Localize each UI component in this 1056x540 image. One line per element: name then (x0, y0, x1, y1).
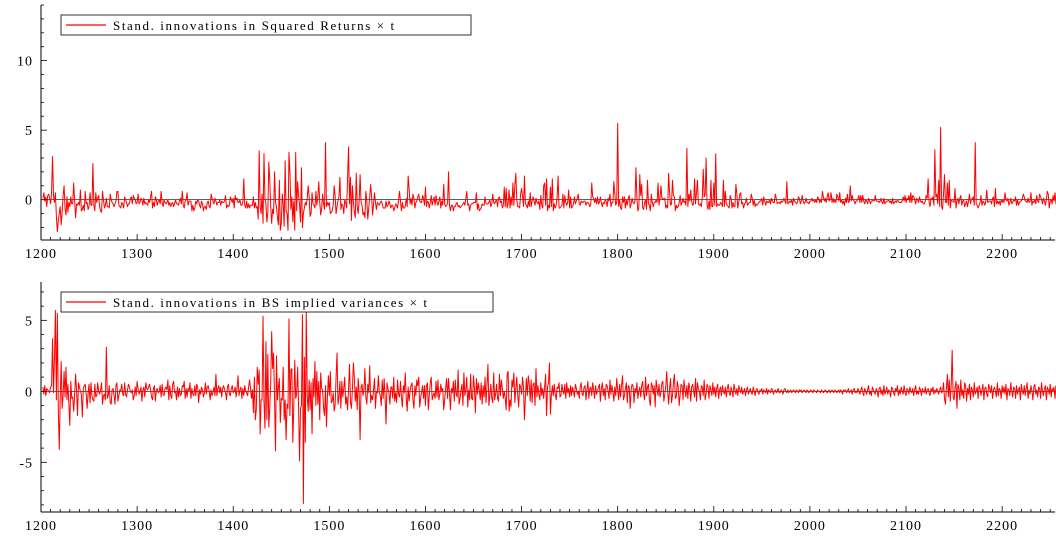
legend-label: Stand. innovations in Squared Returns × … (113, 18, 396, 33)
x-tick-label: 1800 (602, 519, 634, 534)
x-tick-label: 1700 (506, 247, 538, 262)
legend-box (60, 291, 494, 313)
x-tick-label: 1900 (698, 247, 730, 262)
x-tick-label: 1700 (506, 519, 538, 534)
x-tick-label: 1200 (25, 519, 57, 534)
x-tick-label: 1200 (25, 247, 57, 262)
x-tick-label: 2200 (986, 519, 1018, 534)
y-tick-label: 5 (25, 124, 33, 139)
y-tick-label: -5 (19, 456, 33, 471)
legend-label: Stand. innovations in BS implied varianc… (113, 295, 429, 310)
x-tick-label: 2000 (794, 247, 826, 262)
x-tick-label: 2100 (890, 247, 922, 262)
legend-box (60, 14, 472, 36)
legend: Stand. innovations in BS implied varianc… (60, 291, 494, 313)
x-tick-label: 1500 (313, 247, 345, 262)
y-tick-label: 0 (25, 194, 33, 209)
x-tick-label: 2100 (890, 519, 922, 534)
x-tick-label: 1900 (698, 519, 730, 534)
x-tick-label: 1800 (602, 247, 634, 262)
x-tick-label: 1300 (121, 519, 153, 534)
y-tick-label: 0 (25, 385, 33, 400)
x-tick-label: 2200 (986, 247, 1018, 262)
legend: Stand. innovations in Squared Returns × … (60, 14, 472, 36)
y-tick-label: 10 (17, 55, 33, 70)
x-tick-label: 2000 (794, 519, 826, 534)
x-tick-label: 1600 (409, 247, 441, 262)
chart-panel-2: 1200 1300 1400 1500 1600 1700 1800 1900 2000 2100… (19, 282, 1056, 534)
x-tick-label: 1600 (409, 519, 441, 534)
x-tick-label: 1400 (217, 247, 249, 262)
x-tick-label: 1400 (217, 519, 249, 534)
chart-panel-1: 1200 1300 1400 1500 1600 1700 1800 1900 2000 2100… (17, 4, 1056, 262)
y-tick-label: 5 (25, 314, 33, 329)
series-line (42, 122, 1056, 233)
x-tick-label: 1500 (313, 519, 345, 534)
series-line (42, 309, 1056, 504)
x-tick-label: 1300 (121, 247, 153, 262)
